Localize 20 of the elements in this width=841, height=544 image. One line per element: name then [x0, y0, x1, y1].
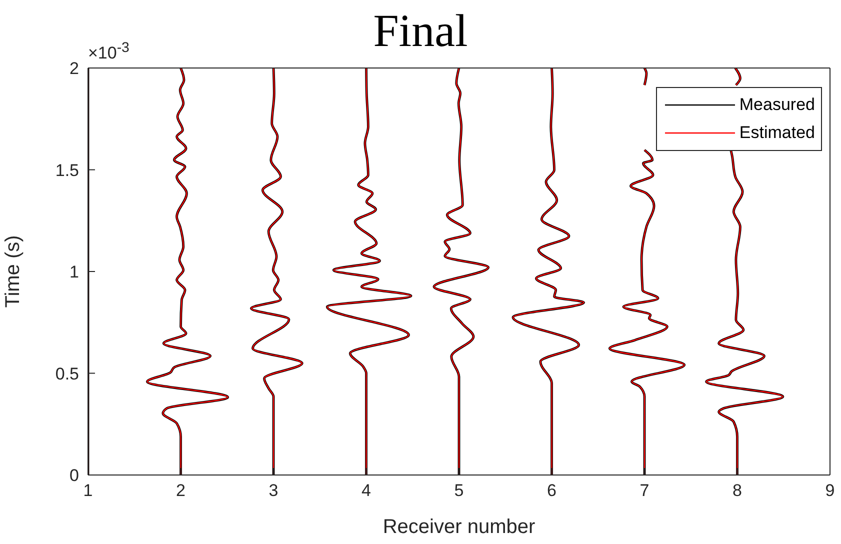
x-tick-label: 9 [825, 481, 835, 500]
y-tick-label: 0 [70, 466, 79, 486]
y-tick-label: 1.5 [55, 160, 79, 180]
legend-label: Measured [739, 94, 815, 116]
x-tick-label: 4 [362, 481, 371, 500]
x-tick-label: 8 [732, 481, 742, 500]
x-axis-title: Receiver number [382, 516, 536, 538]
x-tick-label: 7 [640, 481, 650, 500]
y-tick-label: 2 [70, 59, 79, 78]
legend-label: Estimated [739, 122, 815, 144]
y-tick-label: 0.5 [55, 364, 79, 384]
chart-title: Final [373, 5, 468, 56]
y-axis-title: Time (s) [2, 235, 24, 308]
x-tick-label: 3 [268, 481, 278, 500]
x-tick-label: 5 [454, 481, 464, 500]
x-tick-label: 6 [547, 481, 556, 500]
x-tick-label: 1 [83, 481, 93, 500]
text: ×10$^{-3}$ [88, 40, 130, 64]
x-tick-label: 2 [176, 481, 186, 500]
y-tick-label: 1 [70, 262, 79, 282]
